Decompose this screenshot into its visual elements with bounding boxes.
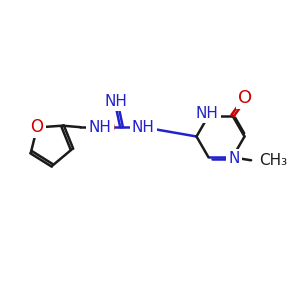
- Text: O: O: [31, 118, 44, 136]
- Ellipse shape: [89, 119, 114, 135]
- Text: N: N: [228, 151, 240, 166]
- Text: NH: NH: [105, 94, 128, 109]
- Text: O: O: [238, 89, 252, 107]
- Text: NH: NH: [196, 106, 218, 121]
- Text: NH: NH: [88, 120, 111, 135]
- Text: NH: NH: [132, 120, 154, 135]
- Text: CH₃: CH₃: [260, 153, 288, 168]
